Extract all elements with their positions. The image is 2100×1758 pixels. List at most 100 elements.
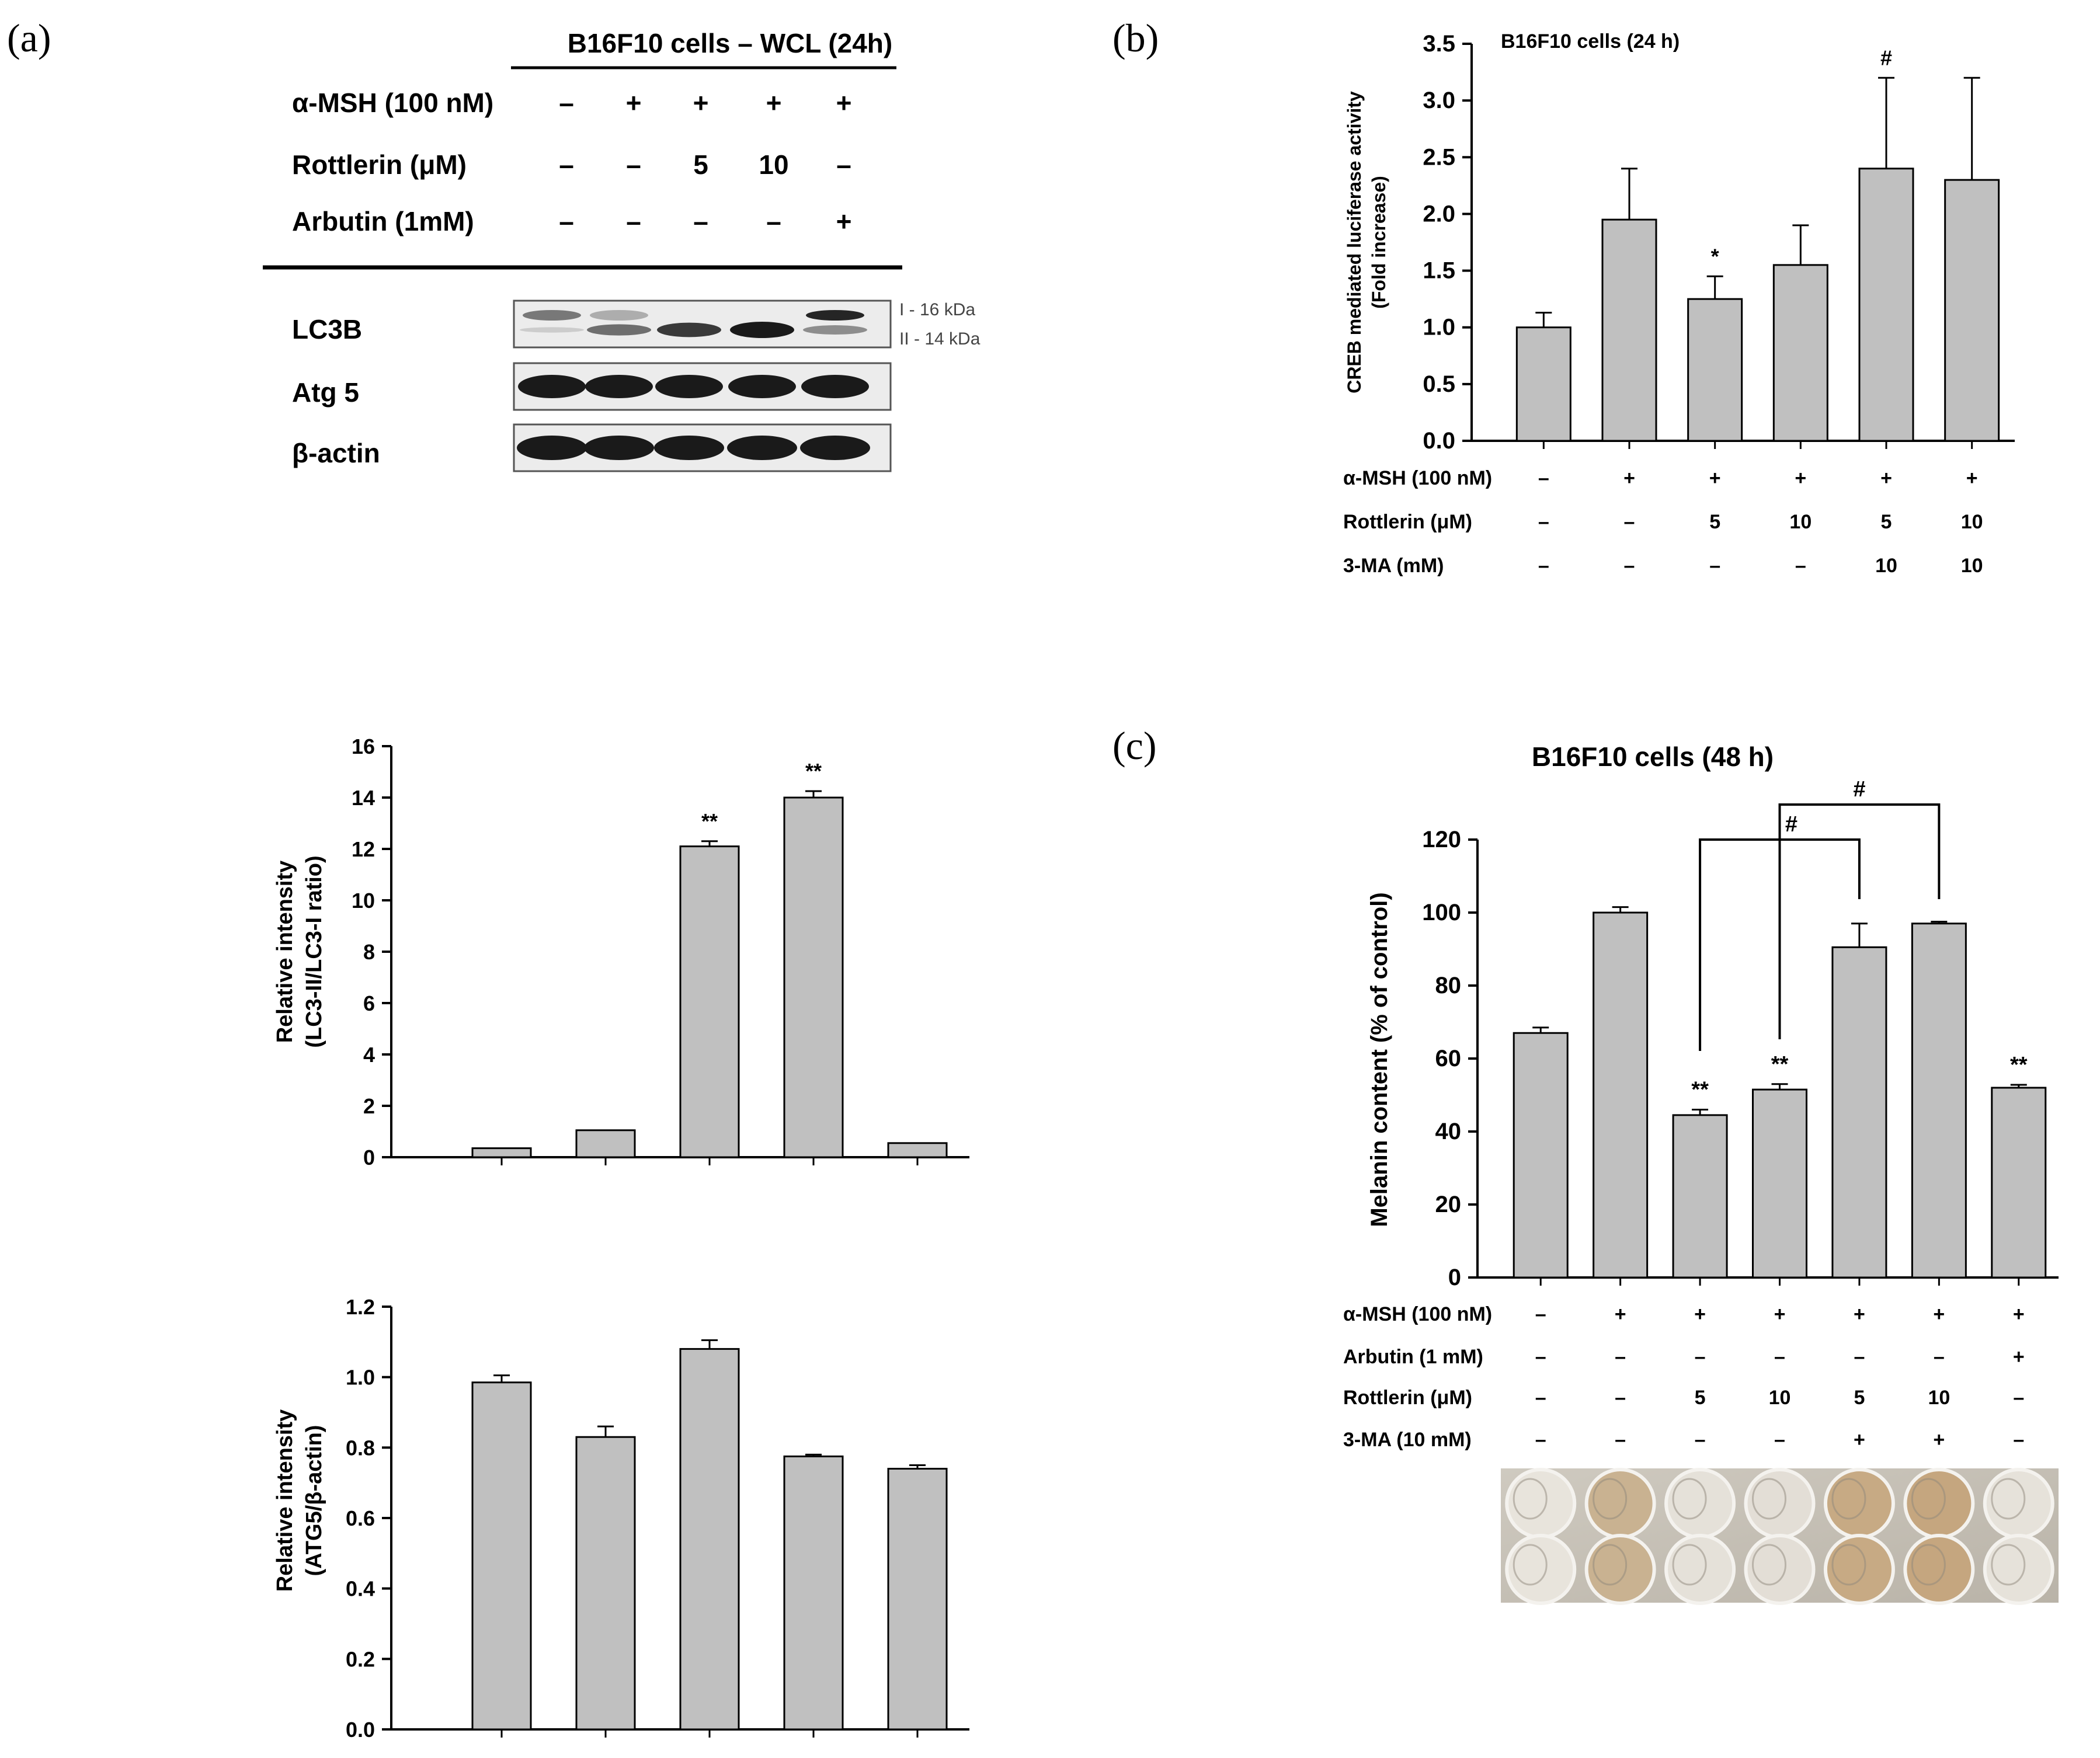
melanin-cond-value: + <box>1933 1429 1945 1451</box>
well-reflection <box>1911 1478 1946 1520</box>
atg5-band <box>518 375 586 398</box>
melanin-cond-value: 10 <box>1769 1387 1791 1409</box>
lc3-ylabel-line2: (LC3-II/LC3-I ratio) <box>302 855 326 1047</box>
bar <box>575 1129 636 1158</box>
melanin-cond-value: – <box>2013 1387 2024 1409</box>
creb-cond-value: 10 <box>1875 555 1897 577</box>
melanin-cond-value: – <box>1934 1346 1945 1368</box>
y-tick-label: 100 <box>1422 900 1461 925</box>
bar <box>471 1381 532 1731</box>
lc3b-band-i <box>590 310 648 321</box>
creb-ylabel-line2: (Fold increase) <box>1368 176 1389 309</box>
panel-label-b: (b) <box>1112 16 1159 60</box>
melanin-cond-value: 5 <box>1695 1387 1706 1409</box>
y-tick-label: 40 <box>1435 1119 1462 1144</box>
melanin-cond-value: – <box>1535 1303 1546 1325</box>
melanin-cond-value: – <box>1615 1429 1626 1451</box>
well <box>1744 1534 1816 1605</box>
well <box>1664 1468 1736 1539</box>
y-tick-label: 60 <box>1435 1046 1462 1071</box>
creb-cond-value: – <box>1538 555 1549 577</box>
y-tick-label: 0 <box>363 1146 375 1169</box>
melanin-title: B16F10 cells (48 h) <box>1532 742 1774 772</box>
bar <box>1515 326 1571 442</box>
atg5-band <box>655 375 723 398</box>
significance-mark: ** <box>805 759 822 783</box>
y-tick-label: 16 <box>352 734 375 758</box>
bactin-band <box>654 436 724 460</box>
creb-cond-value: + <box>1795 467 1806 489</box>
well-reflection <box>1513 1478 1548 1520</box>
chart-lc3-ratio: Relative intensity (LC3-II/LC3-I ratio) … <box>273 734 969 1169</box>
blot-cond-value: – <box>559 149 574 180</box>
creb-cond-value: 10 <box>1789 511 1812 533</box>
bar <box>887 1142 948 1158</box>
well <box>1983 1468 2054 1539</box>
lc3b-band-ii <box>803 325 867 335</box>
well-reflection <box>1593 1544 1628 1586</box>
creb-cond-value: + <box>1623 467 1635 489</box>
lc3b-band-ii <box>730 322 794 338</box>
creb-cond-value: 10 <box>1961 511 1983 533</box>
chart-melanin-content: B16F10 cells (48 h) Melanin content (% o… <box>1343 742 2059 1605</box>
melanin-ylabel: Melanin content (% of control) <box>1367 892 1392 1227</box>
melanin-cond-value: – <box>2013 1429 2024 1451</box>
y-tick-label: 2.5 <box>1423 144 1455 170</box>
well-reflection <box>1991 1544 2026 1586</box>
y-tick-label: 2.0 <box>1423 201 1455 227</box>
chart-creb-luciferase: B16F10 cells (24 h) CREB mediated lucife… <box>1343 30 2015 577</box>
well <box>1823 1534 1895 1605</box>
well-reflection <box>1752 1544 1786 1586</box>
creb-cond-value: + <box>1880 467 1892 489</box>
melanin-cond-value: + <box>2013 1346 2025 1368</box>
melanin-cond-value: + <box>1854 1429 1865 1451</box>
atg5-ylabel-line1: Relative intensity <box>273 1409 297 1592</box>
y-tick-label: 0 <box>1448 1265 1461 1290</box>
significance-mark: ** <box>2010 1053 2028 1077</box>
melanin-cond-value: – <box>1615 1387 1626 1409</box>
y-tick-label: 1.0 <box>346 1366 375 1390</box>
melanin-cond-value: – <box>1535 1346 1546 1368</box>
bar <box>575 1436 636 1731</box>
well-reflection <box>1831 1478 1866 1520</box>
y-tick-label: 12 <box>352 837 375 861</box>
blot-title: B16F10 cells – WCL (24h) <box>568 28 892 58</box>
blot-cond-value: – <box>693 206 708 236</box>
creb-cond-value: – <box>1538 511 1549 533</box>
bar <box>679 1348 740 1731</box>
creb-ylabel-line1: CREB mediated luciferase activity <box>1344 91 1365 394</box>
creb-cond-value: – <box>1624 511 1635 533</box>
bar <box>1858 168 1914 442</box>
creb-cond-value: 5 <box>1709 511 1720 533</box>
bar <box>1831 946 1887 1279</box>
y-tick-label: 1.2 <box>346 1295 375 1319</box>
y-tick-label: 120 <box>1422 827 1461 852</box>
melanin-cond-label: α-MSH (100 nM) <box>1343 1303 1492 1325</box>
well <box>1584 1468 1656 1539</box>
y-tick-label: 1.5 <box>1423 258 1455 284</box>
well-reflection <box>1593 1478 1628 1520</box>
melanin-cond-label: 3-MA (10 mM) <box>1343 1429 1472 1451</box>
blot-cond-value: – <box>559 206 574 236</box>
blot-row-bactin: β-actin <box>292 438 380 468</box>
creb-cond-value: 5 <box>1881 511 1892 533</box>
y-tick-label: 3.0 <box>1423 88 1455 113</box>
bar <box>887 1468 948 1731</box>
bracket-label: # <box>1785 812 1797 837</box>
bar <box>1593 911 1649 1279</box>
melanin-cond-value: + <box>1615 1303 1626 1325</box>
y-tick-label: 14 <box>352 786 375 810</box>
blot-cond-value: + <box>626 88 642 118</box>
chart-atg5: Relative intensity (ATG5/β-actin) 0.0 0.2… <box>273 1295 969 1742</box>
creb-cond-label: 3-MA (mM) <box>1343 555 1444 577</box>
comparison-bracket <box>1778 803 1941 1039</box>
lc3b-band-i <box>523 310 581 321</box>
well <box>1823 1468 1895 1539</box>
significance-mark: * <box>1711 244 1719 268</box>
bactin-band <box>517 436 587 460</box>
melanin-cond-value: – <box>1774 1346 1785 1368</box>
y-tick-label: 0.5 <box>1423 371 1455 397</box>
lc3b-band-ii <box>657 322 721 337</box>
melanin-cond-value: – <box>1695 1346 1706 1368</box>
melanin-cond-value: + <box>2013 1303 2025 1325</box>
